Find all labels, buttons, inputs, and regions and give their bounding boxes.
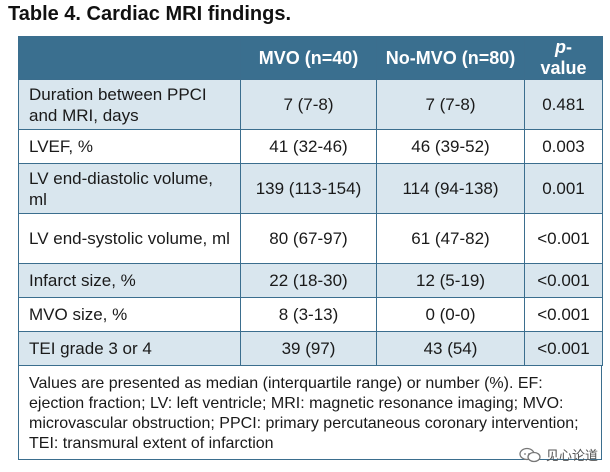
- header-p-italic: p: [555, 37, 566, 57]
- table-header-row: MVO (n=40) No-MVO (n=80) p-value: [18, 36, 603, 80]
- table-row: LVEF, % 41 (32-46) 46 (39-52) 0.003: [18, 129, 603, 164]
- header-p-value: p-value: [524, 36, 603, 80]
- table-title: Table 4. Cardiac MRI findings.: [8, 3, 292, 25]
- table-row: LV end-systolic volume, ml 80 (67-97) 61…: [18, 213, 603, 264]
- cell-no-mvo: 7 (7-8): [376, 79, 525, 130]
- cell-no-mvo: 0 (0-0): [376, 297, 525, 332]
- chat-bubbles-icon: [519, 447, 541, 462]
- header-mvo: MVO (n=40): [240, 36, 377, 80]
- cell-p-value: 0.481: [524, 79, 603, 130]
- cell-p-value: <0.001: [524, 263, 603, 298]
- table-row: TEI grade 3 or 4 39 (97) 43 (54) <0.001: [18, 331, 603, 366]
- row-label: Infarct size, %: [18, 263, 241, 298]
- row-label: MVO size, %: [18, 297, 241, 332]
- cell-p-value: 0.003: [524, 129, 603, 164]
- table-footnote: Values are presented as median (interqua…: [18, 366, 602, 460]
- row-label: LVEF, %: [18, 129, 241, 164]
- cell-p-value: <0.001: [524, 331, 603, 366]
- cell-mvo: 80 (67-97): [240, 213, 377, 264]
- cell-no-mvo: 46 (39-52): [376, 129, 525, 164]
- row-label: TEI grade 3 or 4: [18, 331, 241, 366]
- row-label: LV end-systolic volume, ml: [18, 213, 241, 264]
- cell-mvo: 8 (3-13): [240, 297, 377, 332]
- cell-mvo: 7 (7-8): [240, 79, 377, 130]
- cell-no-mvo: 61 (47-82): [376, 213, 525, 264]
- cell-no-mvo: 12 (5-19): [376, 263, 525, 298]
- cell-mvo: 41 (32-46): [240, 129, 377, 164]
- header-no-mvo: No-MVO (n=80): [376, 36, 525, 80]
- findings-table-container: MVO (n=40) No-MVO (n=80) p-value Duratio…: [18, 36, 603, 460]
- row-label: Duration between PPCI and MRI, days: [18, 79, 241, 130]
- cell-mvo: 39 (97): [240, 331, 377, 366]
- header-label-col: [18, 36, 241, 80]
- table-row: LV end-diastolic volume, ml 139 (113-154…: [18, 163, 603, 214]
- table-row: MVO size, % 8 (3-13) 0 (0-0) <0.001: [18, 297, 603, 332]
- cell-no-mvo: 114 (94-138): [376, 163, 525, 214]
- cell-mvo: 22 (18-30): [240, 263, 377, 298]
- cell-mvo: 139 (113-154): [240, 163, 377, 214]
- cell-p-value: <0.001: [524, 213, 603, 264]
- cell-p-value: 0.001: [524, 163, 603, 214]
- watermark: 见心论道: [519, 445, 598, 464]
- row-label: LV end-diastolic volume, ml: [18, 163, 241, 214]
- table-row: Duration between PPCI and MRI, days 7 (7…: [18, 79, 603, 130]
- cell-no-mvo: 43 (54): [376, 331, 525, 366]
- watermark-text: 见心论道: [545, 448, 598, 463]
- findings-table: MVO (n=40) No-MVO (n=80) p-value Duratio…: [18, 36, 603, 366]
- header-p-rest: -value: [540, 37, 587, 78]
- cell-p-value: <0.001: [524, 297, 603, 332]
- table-row: Infarct size, % 22 (18-30) 12 (5-19) <0.…: [18, 263, 603, 298]
